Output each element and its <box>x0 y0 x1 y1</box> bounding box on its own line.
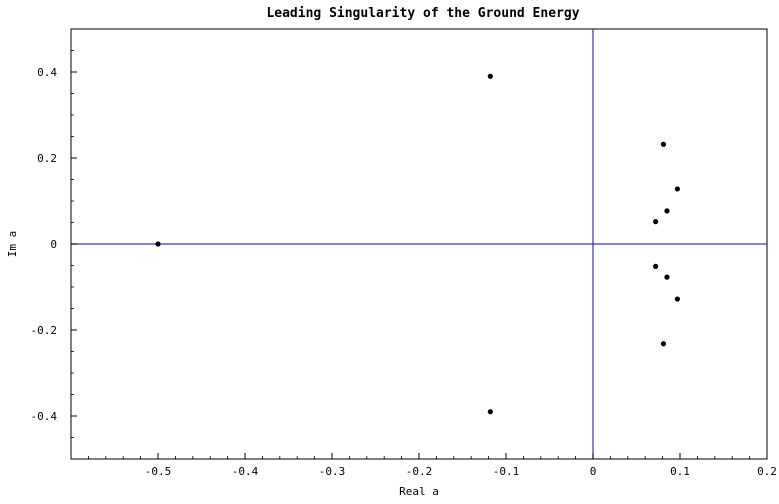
y-tick-label: 0.2 <box>37 152 57 165</box>
data-point <box>660 341 667 347</box>
data-point <box>487 73 493 79</box>
x-tick-label: -0.2 <box>406 465 433 478</box>
y-axis-label: Im a <box>6 231 19 258</box>
data-point <box>653 263 659 269</box>
reference-lines <box>71 29 767 459</box>
x-axis-label: Real a <box>399 485 439 498</box>
data-point <box>660 141 667 147</box>
data-point <box>487 409 493 415</box>
x-tick-label: -0.1 <box>493 465 520 478</box>
x-axis-ticks: -0.5 -0.4 -0.3 -0.2 -0.1 0 0.1 0.2 <box>70 453 777 478</box>
x-tick-label: 0.2 <box>757 465 777 478</box>
data-point <box>674 186 680 192</box>
y-tick-label: -0.2 <box>31 324 58 337</box>
data-points <box>155 73 680 415</box>
data-point <box>653 219 659 225</box>
y-axis-ticks: -0.4 -0.2 0 0.2 0.4 <box>31 28 77 460</box>
x-tick-label: -0.3 <box>319 465 346 478</box>
y-tick-label: -0.4 <box>31 410 58 423</box>
x-tick-label: -0.5 <box>145 465 172 478</box>
data-point <box>155 241 161 247</box>
data-point <box>664 208 670 214</box>
x-tick-label: 0 <box>590 465 597 478</box>
x-tick-label: 0.1 <box>670 465 690 478</box>
data-point <box>664 274 670 280</box>
data-point <box>674 296 680 302</box>
y-tick-label: 0.4 <box>37 66 57 79</box>
y-tick-label: 0 <box>50 238 57 251</box>
chart-title: Leading Singularity of the Ground Energy <box>266 6 579 21</box>
x-tick-label: -0.4 <box>232 465 259 478</box>
